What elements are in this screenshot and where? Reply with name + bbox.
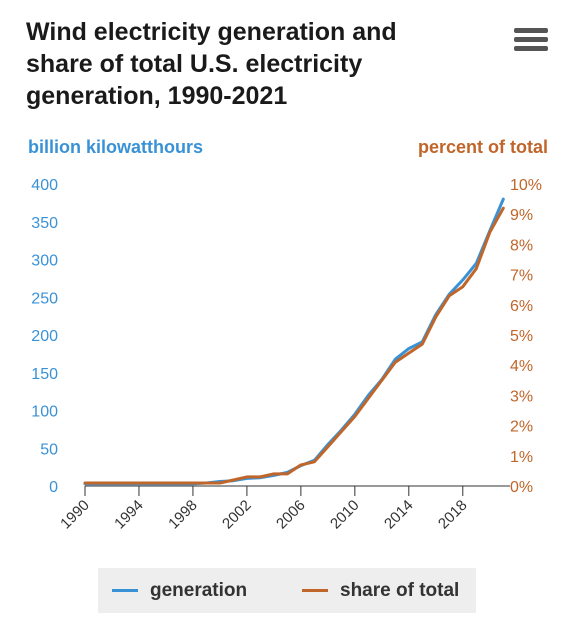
y-right-tick-label: 9%: [510, 207, 533, 224]
y-right-axis-title: percent of total: [417, 137, 548, 157]
legend-item-generation[interactable]: generation: [112, 568, 247, 613]
menu-bar: [514, 37, 548, 42]
y-left-tick-label: 350: [31, 215, 58, 232]
y-left-tick-label: 50: [40, 441, 58, 458]
x-tick-label: 2010: [327, 497, 363, 533]
legend-item-share[interactable]: share of total: [302, 568, 459, 613]
series-line-generation: [83, 197, 505, 486]
chart-title-line: share of total U.S. electricity: [26, 50, 363, 78]
y-right-tick-label: 7%: [510, 268, 533, 285]
y-right-tick-label: 2%: [510, 419, 533, 436]
x-tick-label: 1998: [165, 497, 201, 533]
y-right-tick-label: 10%: [510, 177, 542, 194]
legend-swatch-generation: [112, 589, 138, 592]
y-left-tick-label: 150: [31, 366, 58, 383]
x-tick-label: 2014: [381, 497, 417, 533]
hamburger-menu-icon[interactable]: [514, 28, 548, 56]
y-right-tick-label: 5%: [510, 328, 533, 345]
y-left-tick-label: 300: [31, 253, 58, 270]
y-right-tick-label: 1%: [510, 449, 533, 466]
y-left-tick-label: 0: [49, 479, 58, 496]
chart-title-line: generation, 1990-2021: [26, 82, 288, 110]
legend: generation share of total: [98, 568, 476, 613]
menu-bar: [514, 28, 548, 33]
chart-title: Wind electricity generation and share of…: [26, 16, 496, 112]
x-tick-label: 2006: [273, 497, 309, 533]
y-right-tick-label: 4%: [510, 358, 533, 375]
legend-label: share of total: [340, 579, 460, 601]
x-tick-label: 1994: [111, 497, 147, 533]
y-left-axis-title: billion kilowatthours: [28, 137, 203, 157]
y-left-tick-label: 100: [31, 404, 58, 421]
chart-title-line: Wind electricity generation and: [26, 18, 397, 46]
menu-bar: [514, 46, 548, 51]
y-right-tick-label: 8%: [510, 237, 533, 254]
y-right-tick-label: 0%: [510, 479, 533, 496]
series-line-share-of-total: [83, 206, 505, 485]
x-tick-label: 1990: [57, 497, 93, 533]
y-left-tick-label: 200: [31, 328, 58, 345]
legend-label: generation: [150, 579, 248, 601]
x-tick-label: 2018: [435, 497, 471, 533]
legend-swatch-share: [302, 589, 328, 592]
chart-plot: 0 50 100 150 200 250 300 350 400 0% 1% 2% 3% 4% 5% 6% 7%…: [31, 177, 542, 533]
y-left-tick-label: 400: [31, 177, 58, 194]
y-left-tick-label: 250: [31, 290, 58, 307]
x-tick-label: 2002: [219, 497, 255, 533]
y-right-tick-label: 6%: [510, 298, 533, 315]
y-right-tick-label: 3%: [510, 388, 533, 405]
